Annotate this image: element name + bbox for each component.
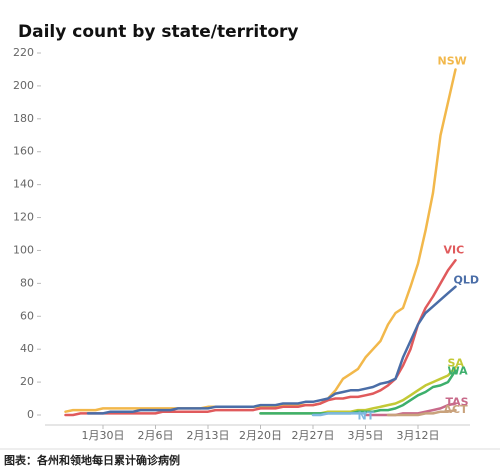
series-line xyxy=(259,369,457,415)
y-tick-label: 220 xyxy=(13,46,34,59)
series-line xyxy=(311,412,367,417)
x-tick-label: 2月6日 xyxy=(138,429,174,442)
series-label: TAS xyxy=(446,395,469,408)
series-line xyxy=(386,408,457,417)
y-tick-label: 80 xyxy=(20,276,34,289)
x-tick-label: 2月27日 xyxy=(292,429,335,442)
series-label: VIC xyxy=(444,243,465,256)
series-label: QLD xyxy=(454,274,480,287)
series-label: SA xyxy=(448,356,465,369)
series-line xyxy=(364,402,457,417)
y-tick-label: 20 xyxy=(20,375,34,388)
y-tick-label: 200 xyxy=(13,79,34,92)
x-tick-label: 2月20日 xyxy=(239,429,282,442)
series-line xyxy=(64,68,457,413)
x-tick-label: 3月5日 xyxy=(348,429,384,442)
y-tick-label: 160 xyxy=(13,145,34,158)
series-line xyxy=(86,285,457,415)
y-tick-label: 180 xyxy=(13,112,34,125)
series-label: WA xyxy=(448,365,469,378)
y-tick-label: 100 xyxy=(13,243,34,256)
y-tick-label: 0 xyxy=(27,408,34,421)
series-label: NSW xyxy=(438,54,467,67)
series-line xyxy=(64,259,457,417)
y-tick-label: 40 xyxy=(20,342,34,355)
x-tick-label: 3月12日 xyxy=(397,429,440,442)
y-tick-label: 140 xyxy=(13,178,34,191)
chart-title: Daily count by state/territory xyxy=(18,22,299,42)
x-tick-label: 1月30日 xyxy=(82,429,125,442)
y-tick-label: 120 xyxy=(13,211,34,224)
y-tick-label: 60 xyxy=(20,309,34,322)
caption: 图表：各州和领地每日累计确诊病例 xyxy=(4,453,180,467)
series-label: NT xyxy=(358,409,375,422)
series-label: ACT xyxy=(444,403,469,416)
x-tick-label: 2月13日 xyxy=(187,429,230,442)
